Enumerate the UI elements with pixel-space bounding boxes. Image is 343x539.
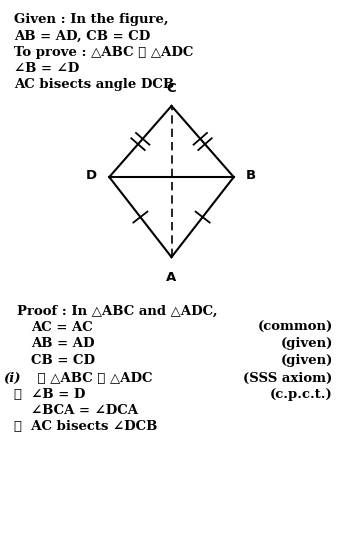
Text: AB = AD, CB = CD: AB = AD, CB = CD [14, 30, 150, 43]
Text: ∴  ∠B = D: ∴ ∠B = D [14, 388, 85, 401]
Text: AC bisects angle DCB: AC bisects angle DCB [14, 78, 174, 91]
Text: (given): (given) [280, 337, 333, 350]
Text: A: A [166, 271, 177, 285]
Text: ∠BCA = ∠DCA: ∠BCA = ∠DCA [31, 404, 138, 417]
Text: (common): (common) [258, 321, 333, 334]
Text: ∴ △ABC ≅ △ADC: ∴ △ABC ≅ △ADC [33, 372, 152, 385]
Text: AC = AC: AC = AC [31, 321, 93, 334]
Text: (SSS axiom): (SSS axiom) [244, 372, 333, 385]
Text: (c.p.c.t.): (c.p.c.t.) [270, 388, 333, 401]
Text: (given): (given) [280, 354, 333, 367]
Text: B: B [246, 169, 256, 182]
Text: C: C [167, 82, 176, 95]
Text: D: D [86, 169, 97, 182]
Text: Proof : In △ABC and △ADC,: Proof : In △ABC and △ADC, [17, 305, 218, 317]
Text: Given : In the figure,: Given : In the figure, [14, 13, 168, 26]
Text: CB = CD: CB = CD [31, 354, 95, 367]
Text: To prove : △ABC ≅ △ADC: To prove : △ABC ≅ △ADC [14, 46, 193, 59]
Text: ∠B = ∠D: ∠B = ∠D [14, 62, 79, 75]
Text: (i): (i) [3, 372, 21, 385]
Text: ∴  AC bisects ∠DCB: ∴ AC bisects ∠DCB [14, 420, 157, 433]
Text: AB = AD: AB = AD [31, 337, 94, 350]
